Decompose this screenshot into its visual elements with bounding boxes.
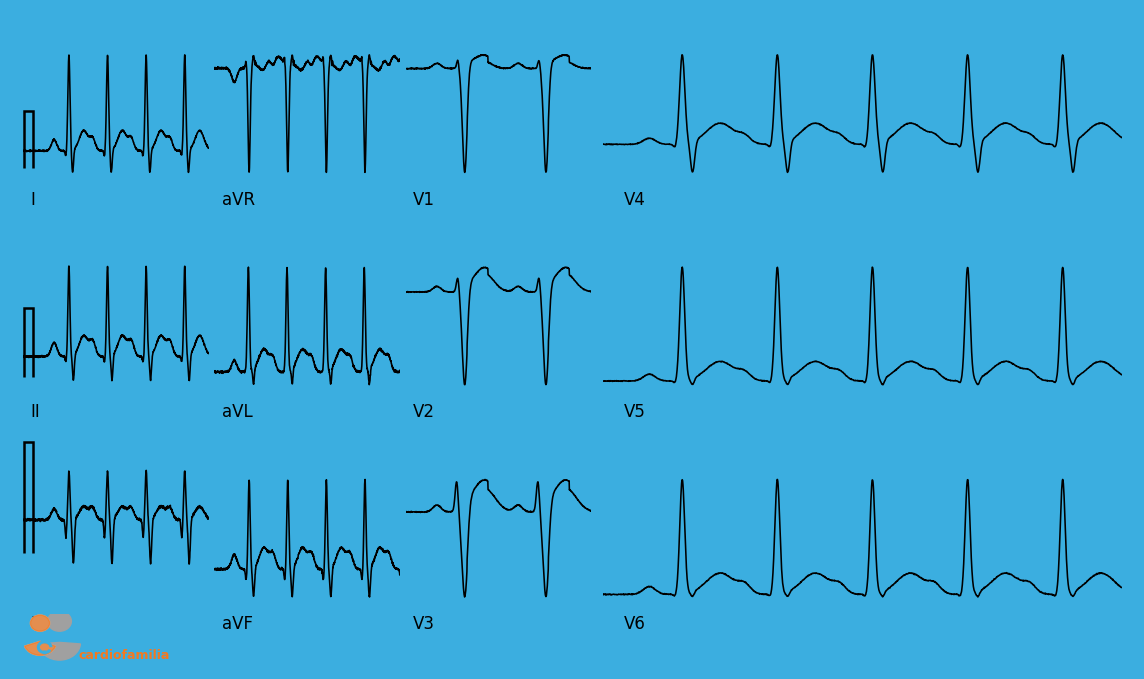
Text: V5: V5 — [623, 403, 645, 421]
Text: V6: V6 — [623, 615, 645, 634]
Circle shape — [48, 611, 71, 631]
Text: V3: V3 — [413, 615, 435, 634]
Text: V4: V4 — [623, 191, 645, 208]
Text: II: II — [30, 403, 40, 421]
Text: I: I — [30, 191, 35, 208]
Text: V1: V1 — [413, 191, 435, 208]
Text: aVF: aVF — [222, 615, 253, 634]
Circle shape — [31, 615, 49, 631]
Wedge shape — [39, 642, 80, 660]
Text: cardiofamilia: cardiofamilia — [79, 648, 170, 661]
Circle shape — [43, 651, 46, 654]
Wedge shape — [24, 642, 56, 655]
Text: III: III — [30, 615, 45, 634]
Text: aVL: aVL — [222, 403, 253, 421]
Text: V2: V2 — [413, 403, 435, 421]
Text: aVR: aVR — [222, 191, 255, 208]
Wedge shape — [24, 642, 56, 655]
Circle shape — [31, 615, 49, 631]
